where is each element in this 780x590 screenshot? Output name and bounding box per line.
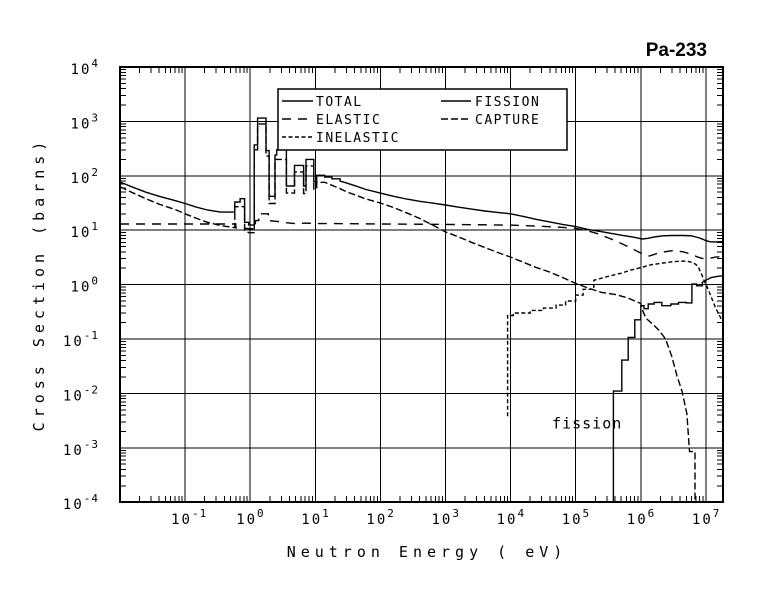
plot-frame — [119, 66, 724, 503]
legend-item-total: TOTAL — [282, 95, 363, 110]
x-tick-label: 101 — [301, 507, 329, 528]
x-tick-label: 104 — [497, 507, 525, 528]
x-tick-label: 102 — [366, 507, 394, 528]
x-tick-label: 100 — [236, 507, 264, 528]
y-tick-label: 10-1 — [63, 329, 99, 350]
y-tick-label: 103 — [71, 111, 99, 132]
curve-capture — [120, 123, 696, 502]
legend-label: FISSION — [475, 95, 540, 110]
y-tick-label: 100 — [71, 275, 99, 296]
y-axis-label: Cross Section (barns) — [30, 137, 48, 432]
legend-label: TOTAL — [316, 95, 363, 110]
legend-item-inelastic: INELASTIC — [282, 131, 400, 146]
y-tick-label: 102 — [71, 166, 99, 187]
legend-item-capture: CAPTURE — [441, 113, 540, 128]
data-curves — [120, 117, 723, 502]
x-tick-label: 107 — [692, 507, 720, 528]
x-tick-label: 105 — [562, 507, 590, 528]
curve-total — [120, 117, 723, 243]
curve-elastic — [120, 213, 723, 260]
x-tick-label: 10-1 — [171, 507, 207, 528]
y-tick-label: 104 — [71, 57, 99, 78]
y-tick-labels: 104 103 102 101 100 10-1 10-2 10-3 10-4 — [63, 57, 99, 513]
legend-item-elastic: ELASTIC — [282, 113, 381, 128]
x-axis-label: Neutron Energy ( eV) — [287, 543, 568, 561]
fission-annotation: fission — [552, 414, 622, 432]
curve-fission — [612, 275, 723, 502]
curve-inelastic — [506, 260, 723, 417]
chart-title: Pa-233 — [646, 40, 707, 61]
y-tick-label: 10-2 — [63, 383, 99, 404]
x-tick-label: 106 — [627, 507, 655, 528]
legend-label: INELASTIC — [316, 131, 400, 146]
y-tick-label: 10-4 — [63, 492, 99, 513]
legend-label: ELASTIC — [316, 113, 381, 128]
y-tick-label: 10-3 — [63, 438, 99, 459]
x-tick-label: 103 — [432, 507, 460, 528]
y-tick-label: 101 — [71, 220, 99, 241]
legend-label: CAPTURE — [475, 113, 540, 128]
legend: TOTAL ELASTIC INELASTIC FISSION CAPTURE — [277, 88, 568, 151]
legend-item-fission: FISSION — [441, 95, 540, 110]
legend-box — [277, 88, 568, 151]
x-tick-labels: 10-1 100 101 102 103 104 105 106 107 — [171, 507, 720, 528]
